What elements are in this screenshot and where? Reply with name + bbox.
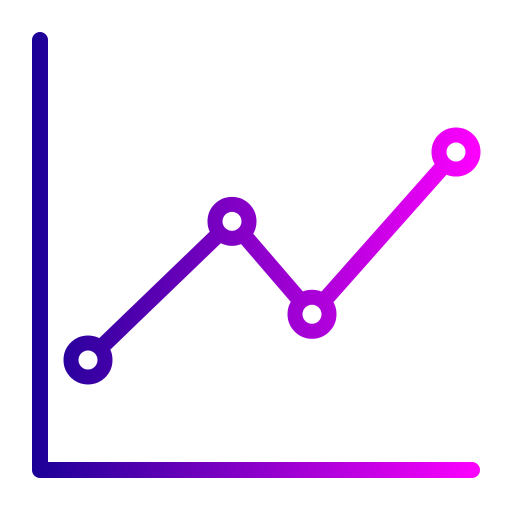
data-point-marker <box>431 127 481 177</box>
data-point-marker <box>63 335 113 385</box>
series-segment <box>92 225 228 357</box>
series-segment <box>235 226 309 310</box>
series-group <box>63 127 481 385</box>
series-segment <box>315 156 453 310</box>
data-point-marker <box>287 289 337 339</box>
data-point-marker <box>207 196 257 246</box>
